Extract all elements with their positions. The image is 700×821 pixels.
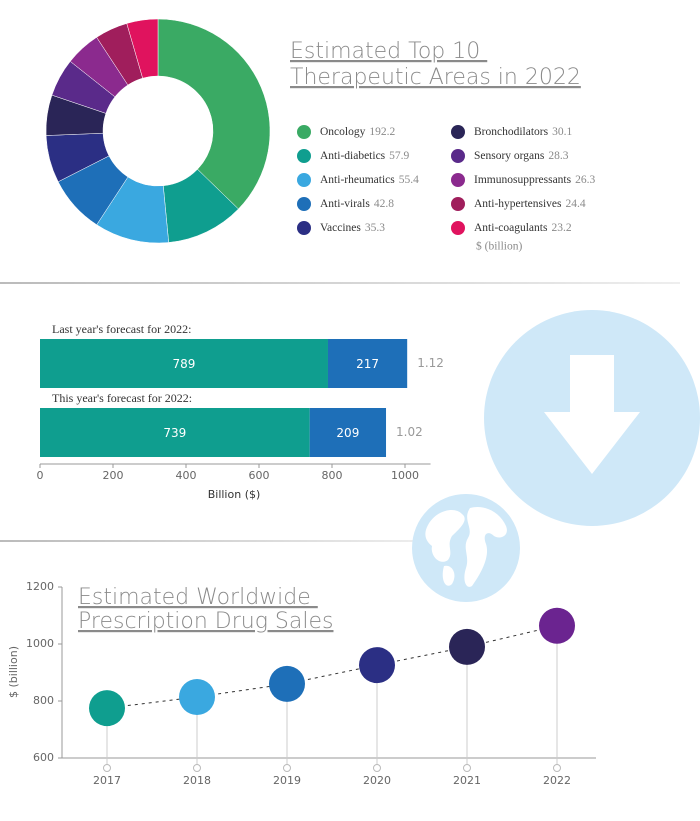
chart-title: Estimated Worldwide Prescription Drug Sa…	[78, 585, 333, 634]
legend-value: 26.3	[575, 174, 595, 186]
legend-name: Anti-diabetics	[320, 150, 386, 162]
legend-label: Sensory organs 28.3	[474, 150, 569, 162]
x-tick-label: 2022	[543, 774, 571, 787]
legend-swatch	[297, 149, 311, 163]
y-tick-label: 600	[33, 751, 54, 764]
x-tick-marker	[103, 764, 111, 772]
x-axis-label: Billion ($)	[208, 488, 261, 501]
legend-label: Oncology 192.2	[320, 126, 395, 138]
legend-label: Anti-hypertensives 24.4	[474, 198, 586, 210]
legend-value: 35.3	[365, 222, 385, 234]
legend-value: 55.4	[399, 174, 419, 186]
trend-line	[106, 625, 558, 709]
value-label: 217	[356, 357, 379, 371]
data-point	[89, 690, 125, 727]
legend-name: Immunosuppressants	[474, 174, 572, 186]
x-tick-label: 2019	[273, 774, 301, 787]
y-axis-label: $ (billion)	[7, 646, 20, 698]
x-tick-marker	[193, 764, 201, 772]
bar-segment	[327, 339, 408, 388]
legend-swatch	[297, 221, 311, 235]
x-tick-label: 600	[249, 469, 270, 482]
x-tick-label: 1000	[391, 469, 419, 482]
unit-note: $ (billion)	[476, 240, 522, 253]
x-tick-label: 2020	[363, 774, 391, 787]
legend-label: Anti-diabetics 57.9	[320, 150, 410, 162]
legend-label: Bronchodilators 30.1	[474, 126, 572, 138]
value-label: 739	[163, 426, 186, 440]
category-label: This year's forecast for 2022:	[52, 391, 192, 405]
legend-label: Anti-rheumatics 55.4	[320, 174, 419, 186]
legend-name: Sensory organs	[474, 150, 545, 162]
legend-label: Immunosuppressants 26.3	[474, 174, 595, 186]
data-point	[179, 679, 215, 716]
legend-label: Anti-virals 42.8	[320, 198, 394, 210]
legend-label: Anti-coagulants 23.2	[474, 222, 572, 234]
y-tick-label: 1200	[26, 580, 54, 593]
legend-value: 30.1	[552, 126, 572, 138]
separator	[0, 540, 430, 542]
x-tick-marker	[553, 764, 561, 772]
y-tick-label: 1000	[26, 637, 54, 650]
globe-icon	[412, 494, 520, 602]
legend-name: Anti-rheumatics	[320, 174, 395, 186]
data-point	[449, 628, 485, 665]
donut-slice	[157, 18, 271, 210]
legend-value: 42.8	[374, 198, 394, 210]
legend-value: 57.9	[389, 150, 409, 162]
legend-name: Oncology	[320, 126, 366, 138]
x-tick-marker	[463, 764, 471, 772]
legend-swatch	[451, 197, 465, 211]
y-tick-label: 800	[33, 694, 54, 707]
legend-name: Bronchodilators	[474, 126, 549, 138]
x-tick-label: 2017	[93, 774, 121, 787]
bar-segment	[309, 408, 387, 457]
bar-segment	[40, 408, 310, 457]
legend-swatch	[297, 197, 311, 211]
x-tick-label: 800	[322, 469, 343, 482]
legend-swatch	[297, 173, 311, 187]
value-label: 789	[173, 357, 196, 371]
total-label: 1.02	[396, 425, 423, 439]
data-point	[269, 665, 305, 702]
legend-name: Anti-coagulants	[474, 222, 548, 234]
x-tick-label: 0	[37, 469, 44, 482]
data-point	[539, 607, 575, 644]
donut-slice	[126, 18, 159, 79]
legend-value: 23.2	[551, 222, 571, 234]
x-tick-label: 400	[176, 469, 197, 482]
data-point	[359, 647, 395, 684]
category-label: Last year's forecast for 2022:	[52, 322, 191, 336]
x-tick-label: 200	[103, 469, 124, 482]
legend-swatch	[451, 125, 465, 139]
x-tick-label: 2021	[453, 774, 481, 787]
legend-name: Anti-hypertensives	[474, 198, 562, 210]
legend-swatch	[451, 149, 465, 163]
legend-value: 24.4	[566, 198, 586, 210]
legend-swatch	[451, 173, 465, 187]
legend-swatch	[297, 125, 311, 139]
legend-name: Anti-virals	[320, 198, 370, 210]
value-label: 209	[336, 426, 359, 440]
x-tick-marker	[283, 764, 291, 772]
legend-value: 28.3	[548, 150, 568, 162]
x-tick-marker	[373, 764, 381, 772]
down-arrow-icon	[484, 310, 700, 526]
legend-swatch	[451, 221, 465, 235]
legend-name: Vaccines	[320, 222, 361, 234]
x-tick-label: 2018	[183, 774, 211, 787]
legend-value: 192.2	[369, 126, 395, 138]
legend-label: Vaccines 35.3	[320, 222, 385, 234]
bar-segment	[40, 339, 328, 388]
chart-title: Estimated Top 10 Therapeutic Areas in 20…	[290, 39, 581, 90]
separator	[0, 282, 680, 284]
total-label: 1.12	[417, 356, 444, 370]
